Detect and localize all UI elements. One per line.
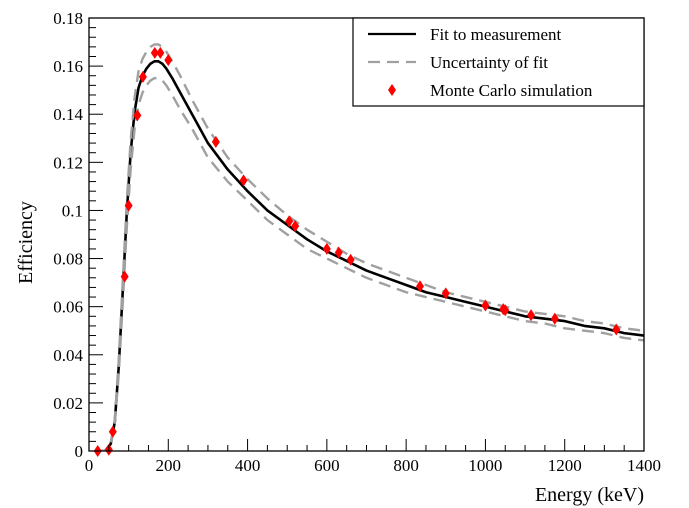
mc-simulation-point (108, 425, 117, 438)
mc-simulation-point (239, 174, 248, 187)
mc-simulation-point (133, 109, 142, 122)
y-tick-label: 0.1 (62, 201, 83, 220)
mc-simulation-point (156, 46, 165, 59)
mc-simulation-point (285, 215, 294, 228)
x-tick-label: 1400 (627, 456, 661, 475)
x-axis-title: Energy (keV) (535, 484, 644, 506)
legend: Fit to measurement Uncertainty of fit Mo… (352, 17, 645, 107)
legend-label-fit: Fit to measurement (430, 25, 562, 44)
mc-simulation-point (416, 280, 425, 293)
uncertainty-lower-line (96, 76, 644, 451)
mc-simulation-point (612, 323, 621, 336)
mc-simulation-point (138, 70, 147, 83)
mc-simulation-point (334, 246, 343, 259)
y-tick-label: 0.04 (53, 346, 83, 365)
x-tick-label: 200 (156, 456, 182, 475)
mc-simulation-point (527, 309, 536, 322)
mc-simulation-point (501, 304, 510, 317)
mc-simulation-point (441, 287, 450, 300)
mc-simulation-point (120, 270, 129, 283)
x-tick-label: 600 (314, 456, 340, 475)
mc-simulation-point (124, 199, 133, 212)
x-tick-label: 1000 (468, 456, 502, 475)
markers-layer (93, 46, 621, 457)
y-tick-label: 0.02 (53, 394, 83, 413)
mc-simulation-point (164, 54, 173, 67)
x-axis-ticks: 0 200 400 600 800 1000 1200 1400 (85, 439, 661, 475)
mc-simulation-point (550, 312, 559, 325)
y-tick-label: 0.08 (53, 250, 83, 269)
y-tick-label: 0.16 (53, 57, 83, 76)
x-tick-label: 0 (85, 456, 94, 475)
x-tick-label: 800 (393, 456, 419, 475)
mc-simulation-point (150, 46, 159, 59)
mc-simulation-point (346, 253, 355, 266)
mc-simulation-point (211, 135, 220, 148)
y-tick-label: 0.12 (53, 153, 83, 172)
legend-box (352, 17, 645, 107)
mc-simulation-point (481, 299, 490, 312)
y-tick-label: 0.18 (53, 9, 83, 28)
x-tick-label: 1200 (548, 456, 582, 475)
y-tick-label: 0 (75, 442, 84, 461)
legend-swatch-mc (388, 84, 396, 96)
legend-label-uncertainty: Uncertainty of fit (430, 53, 548, 72)
y-axis-title: Efficiency (15, 201, 37, 284)
y-tick-label: 0.14 (53, 105, 83, 124)
y-axis-ticks: 0 0.02 0.04 0.06 0.08 0.1 0.12 0.14 0.16 0.18 (53, 9, 103, 461)
legend-label-mc: Monte Carlo simulation (430, 81, 593, 100)
mc-simulation-point (291, 220, 300, 233)
fit-measurement-line (96, 60, 644, 451)
mc-simulation-point (322, 242, 331, 255)
y-tick-label: 0.06 (53, 298, 83, 317)
x-tick-label: 400 (235, 456, 261, 475)
